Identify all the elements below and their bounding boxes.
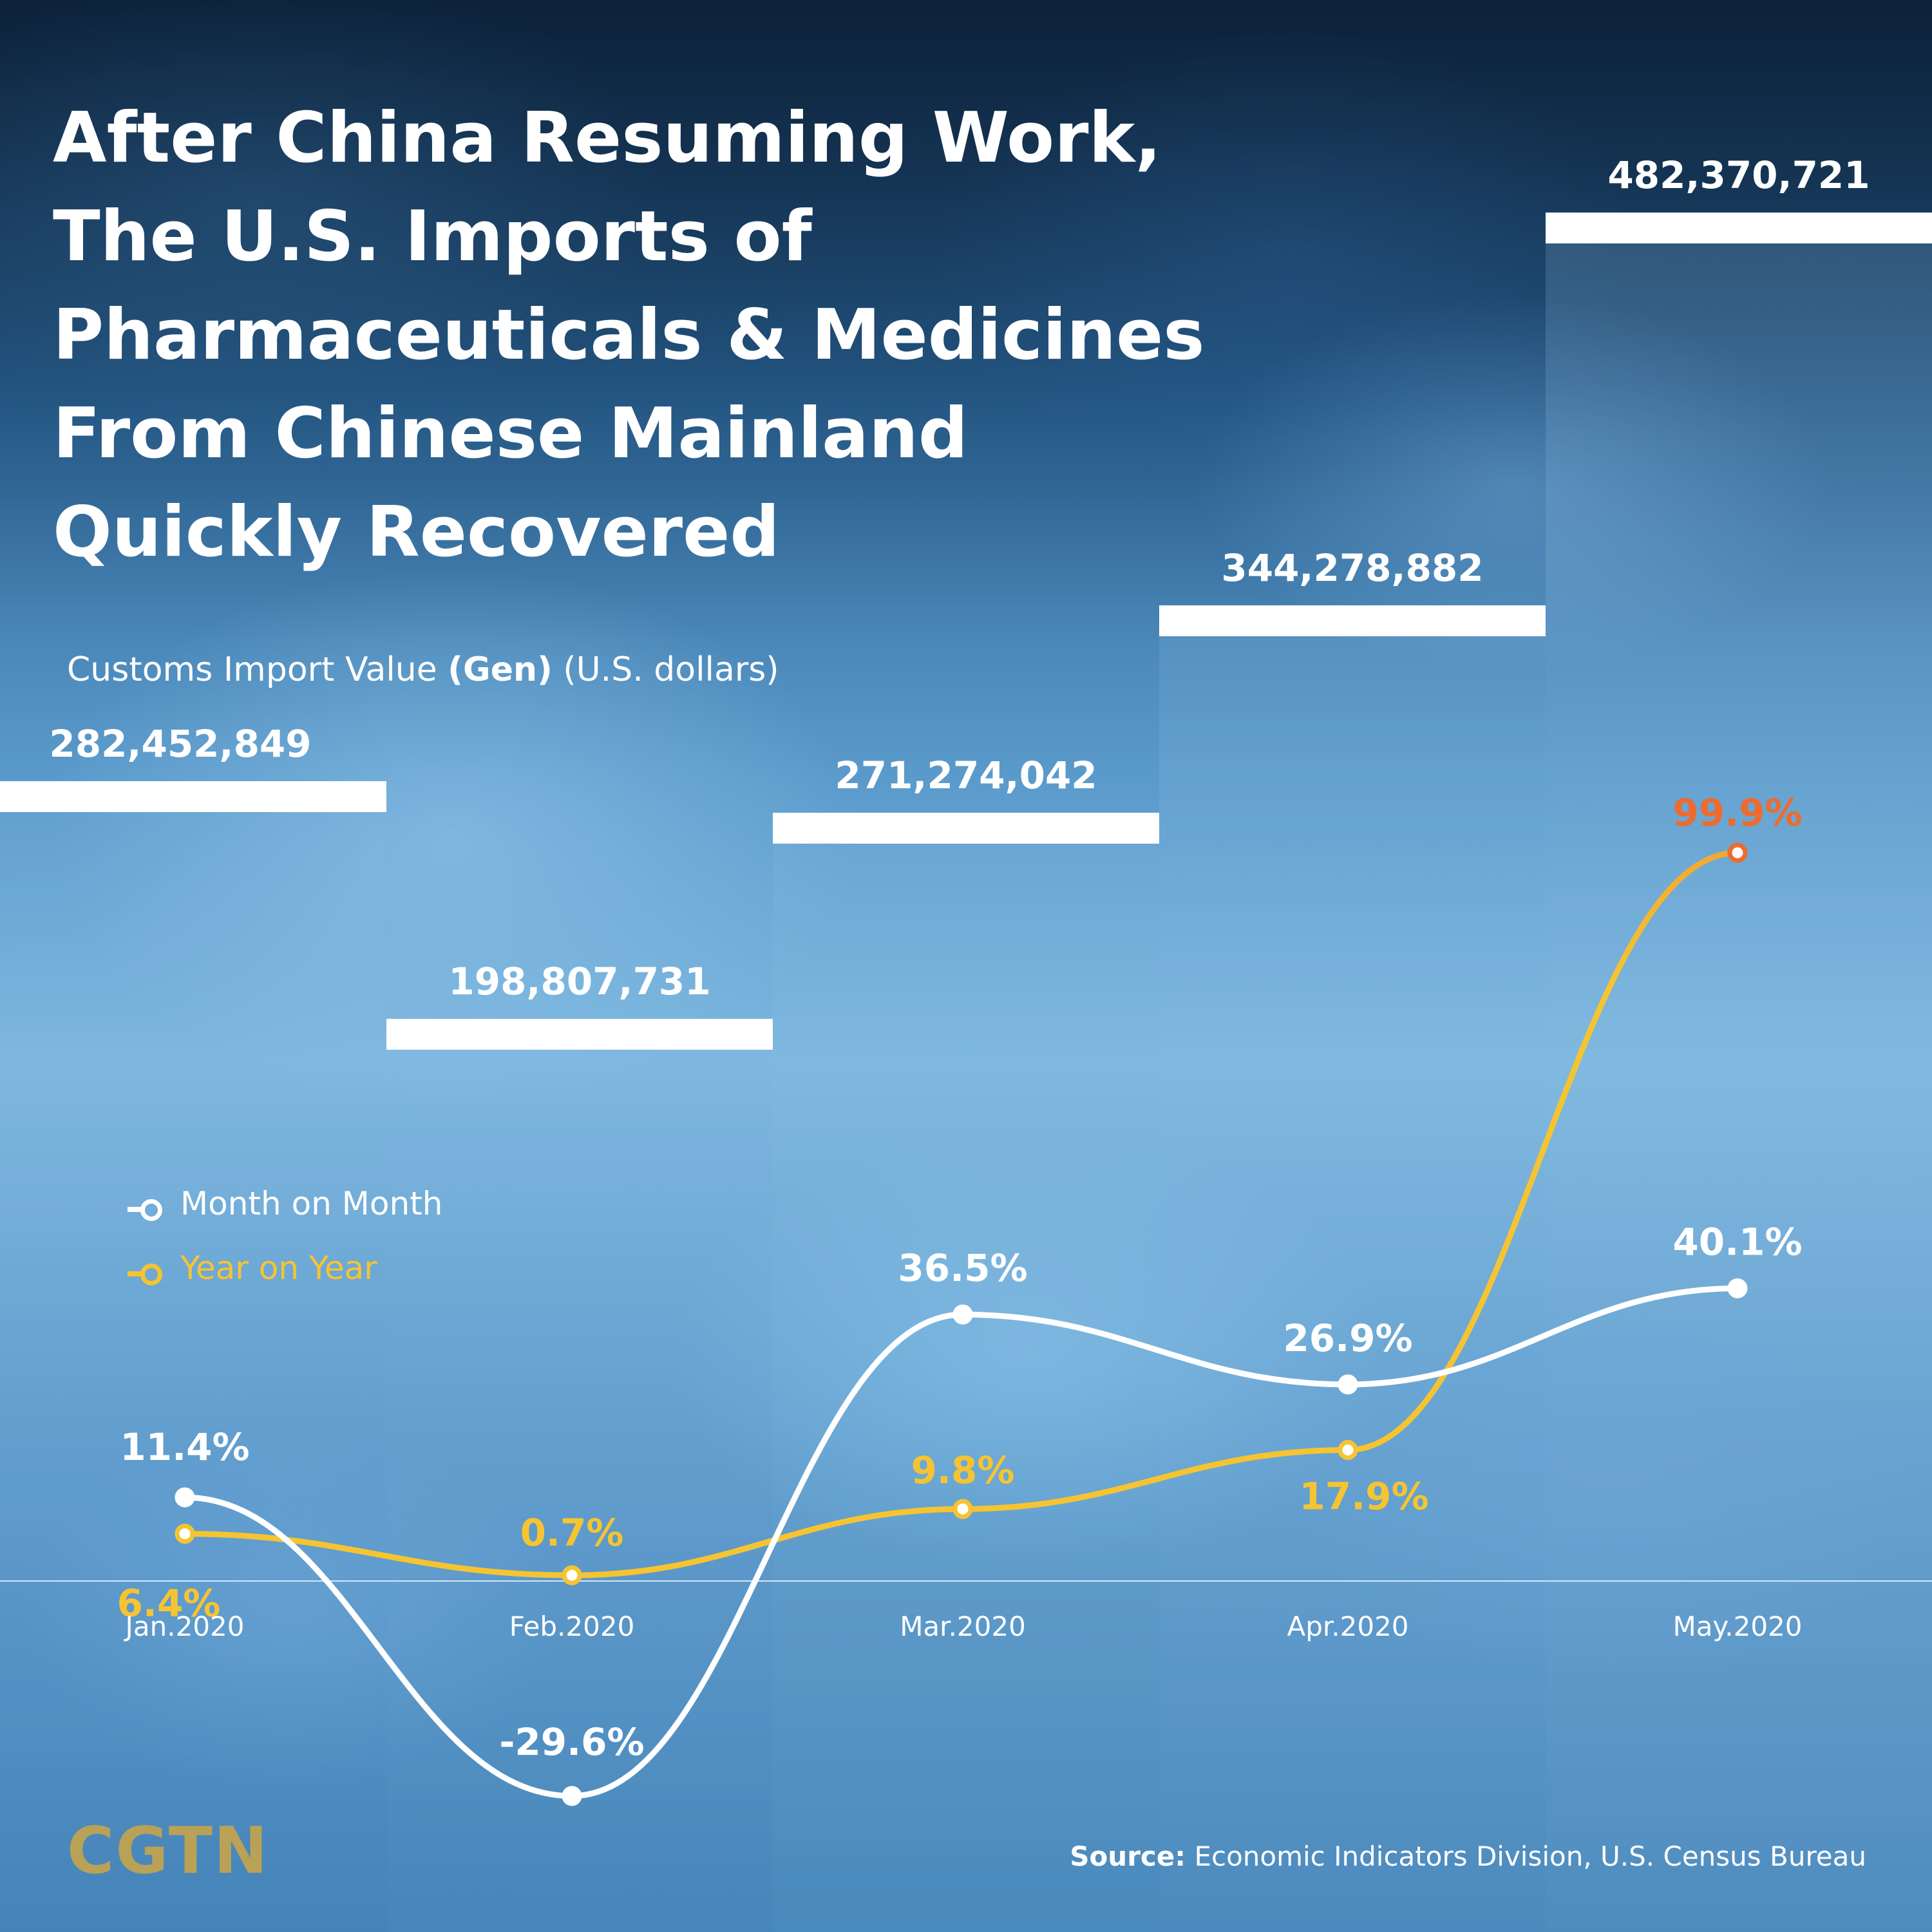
x-tick-label: Feb.2020 [509, 1611, 635, 1642]
x-tick-label: Mar.2020 [900, 1611, 1026, 1642]
legend-dot-icon [140, 1199, 162, 1221]
month-on-month-value-label: -29.6% [499, 1720, 644, 1764]
bar-axis-label: Customs Import Value (Gen) (U.S. dollars… [67, 650, 779, 689]
year-on-year-value-label: 9.8% [911, 1448, 1015, 1492]
subtitle-unit: (U.S. dollars) [563, 650, 779, 689]
legend-line-icon [128, 1207, 143, 1212]
import-value-label: 482,370,721 [1607, 153, 1870, 197]
background-shade [0, 0, 1932, 644]
x-tick-label: Jan.2020 [124, 1611, 245, 1642]
legend-line-icon [128, 1271, 143, 1276]
source-label: Source: [1070, 1841, 1186, 1872]
subtitle-gen: (Gen) [448, 650, 553, 689]
import-step-bar [1159, 605, 1546, 1932]
month-on-month-value-label: 11.4% [120, 1425, 249, 1469]
month-on-month-point [1727, 1278, 1748, 1298]
import-value-label: 198,807,731 [448, 960, 711, 1003]
page-title: After China Resuming Work, The U.S. Impo… [53, 98, 1205, 573]
month-on-month-point [1338, 1374, 1358, 1395]
import-value-label: 282,452,849 [49, 722, 312, 766]
year-on-year-point [175, 1524, 195, 1544]
import-step-top [0, 781, 386, 812]
import-step-bar [773, 813, 1159, 1932]
legend-label: Year on Year [180, 1249, 377, 1287]
import-step-top [386, 1019, 773, 1050]
import-step-bar [0, 781, 386, 1932]
import-step-bar [1546, 213, 1932, 1932]
month-on-month-line [182, 1285, 1741, 1799]
subtitle-main: Customs Import Value [67, 650, 437, 689]
month-on-month-value-label: 26.9% [1283, 1316, 1412, 1360]
month-on-month-value-label: 36.5% [898, 1246, 1027, 1290]
cgtn-logo: CGTN [67, 1813, 269, 1888]
month-on-month-value-label: 40.1% [1672, 1220, 1802, 1264]
year-on-year-point [1338, 1440, 1358, 1461]
legend-dot-icon [140, 1264, 162, 1285]
source-text: Economic Indicators Division, U.S. Censu… [1194, 1841, 1866, 1872]
year-on-year-value-label: 6.4% [117, 1582, 221, 1625]
year-on-year-point [562, 1565, 582, 1586]
import-step-top [1159, 605, 1546, 636]
year-on-year-point [1727, 842, 1748, 863]
month-on-month-point [562, 1786, 582, 1806]
import-step-top [773, 813, 1159, 844]
import-step-top [1546, 213, 1932, 243]
import-value-label: 271,274,042 [835, 753, 1097, 797]
month-on-month-point [952, 1304, 973, 1325]
month-on-month-point [175, 1487, 195, 1508]
year-on-year-value-label: 99.9% [1672, 791, 1802, 835]
zero-baseline [0, 1580, 1932, 1582]
import-value-label: 344,278,882 [1221, 546, 1484, 590]
year-on-year-value-label: 0.7% [520, 1511, 624, 1555]
x-tick-label: Apr.2020 [1287, 1611, 1408, 1642]
source-note: Source: Economic Indicators Division, U.… [1070, 1841, 1866, 1872]
legend-label: Month on Month [180, 1185, 443, 1222]
year-on-year-value-label: 17.9% [1299, 1475, 1428, 1519]
year-on-year-point [952, 1499, 973, 1519]
import-step-bar [386, 1019, 773, 1932]
x-tick-label: May.2020 [1672, 1611, 1802, 1642]
year-on-year-line [182, 849, 1741, 1578]
